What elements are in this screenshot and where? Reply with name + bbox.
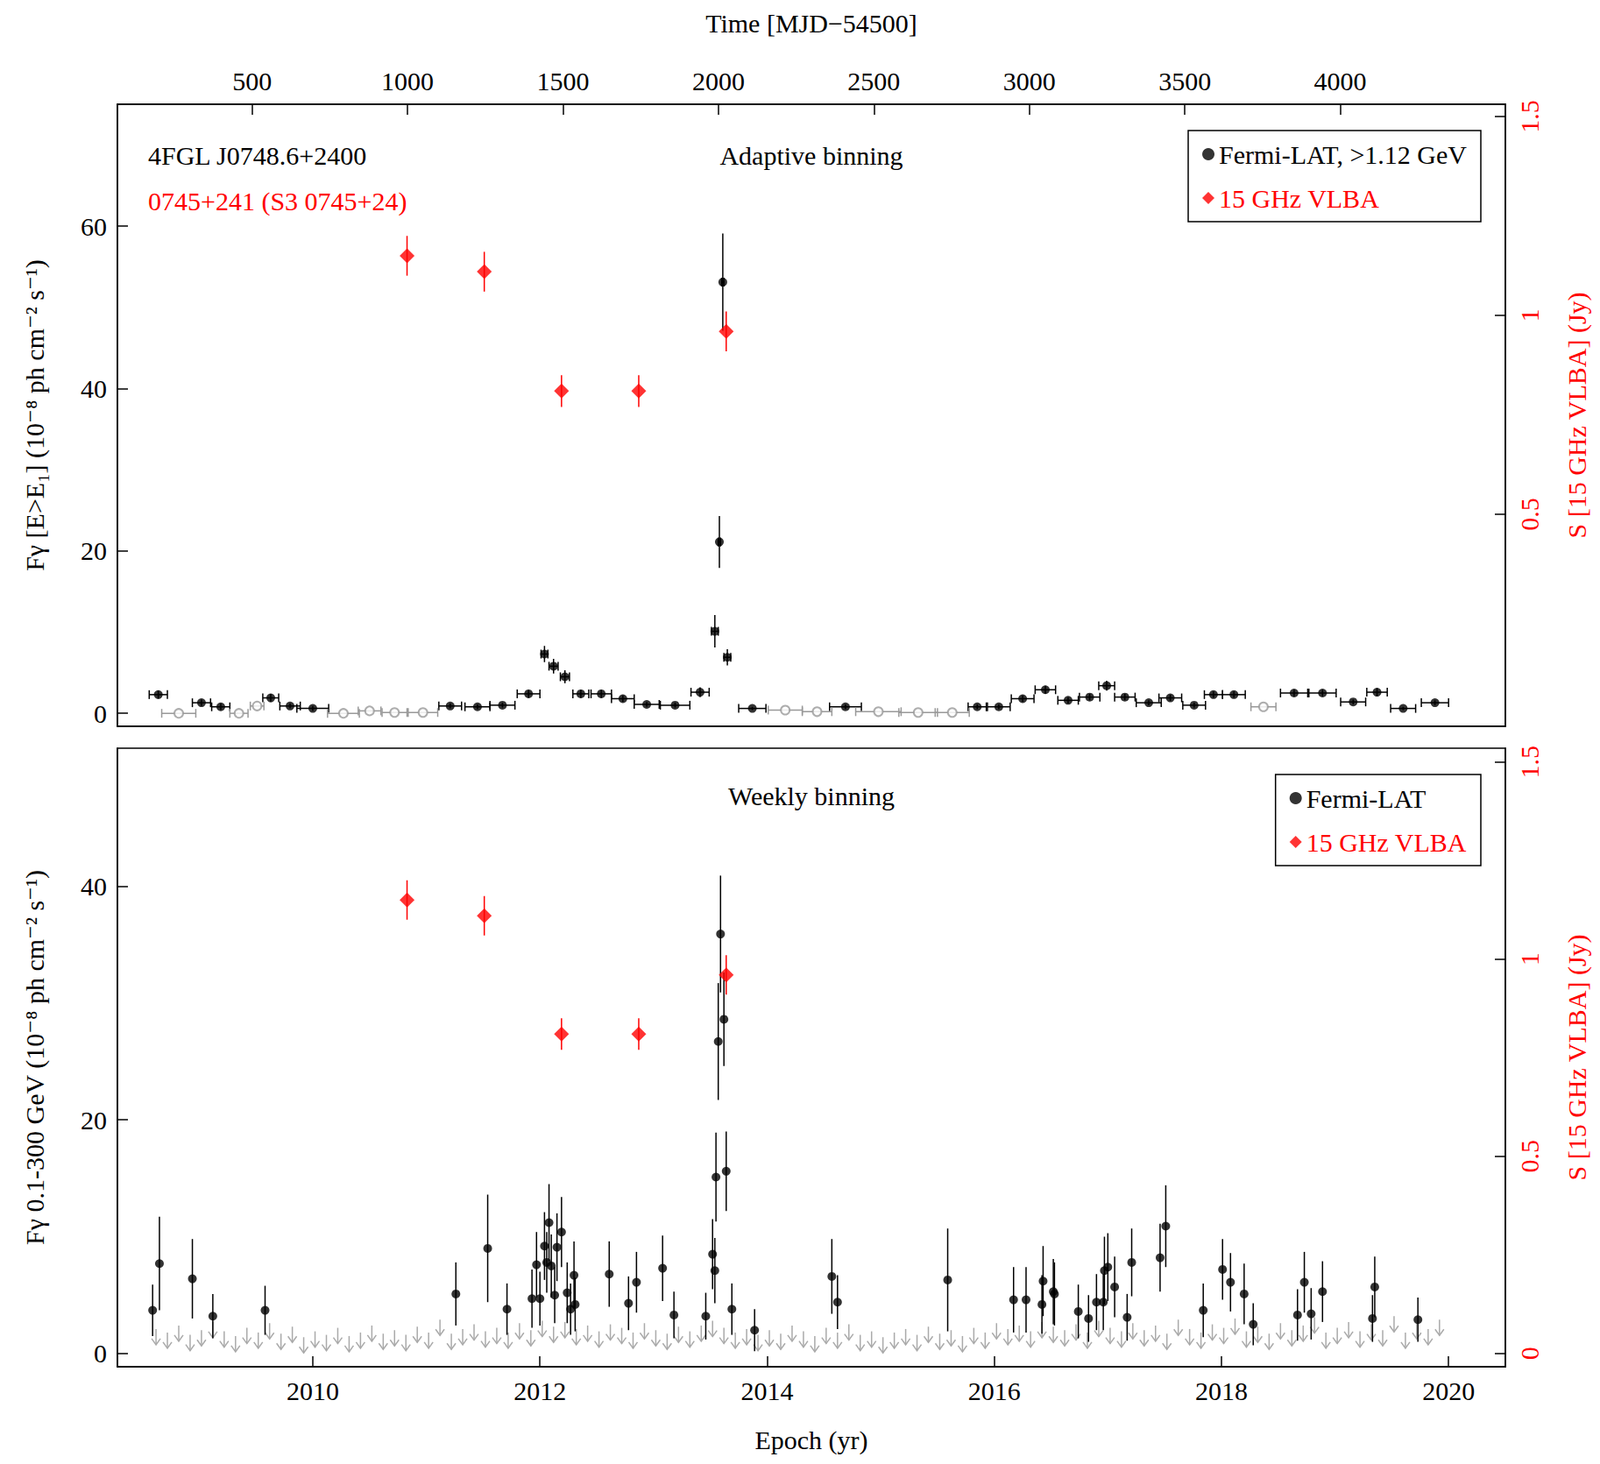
svg-text:2014: 2014 bbox=[740, 1376, 793, 1406]
svg-text:0: 0 bbox=[1515, 1346, 1544, 1360]
svg-text:Adaptive binning: Adaptive binning bbox=[719, 141, 903, 170]
svg-text:S [15 GHz VLBA] (Jy): S [15 GHz VLBA] (Jy) bbox=[1562, 291, 1593, 539]
svg-text:Epoch (yr): Epoch (yr) bbox=[754, 1425, 868, 1456]
svg-text:3000: 3000 bbox=[1003, 66, 1056, 96]
svg-text:2016: 2016 bbox=[968, 1376, 1021, 1406]
svg-text:60: 60 bbox=[80, 212, 107, 241]
svg-text:1: 1 bbox=[1515, 952, 1544, 966]
svg-text:Fγ [E>E₁] (10⁻⁸ ph cm⁻² s⁻¹): Fγ [E>E₁] (10⁻⁸ ph cm⁻² s⁻¹) bbox=[20, 259, 50, 572]
svg-text:15 GHz VLBA: 15 GHz VLBA bbox=[1218, 184, 1380, 213]
svg-text:Weekly binning: Weekly binning bbox=[728, 781, 895, 811]
svg-text:0745+241 (S3 0745+24): 0745+241 (S3 0745+24) bbox=[148, 186, 408, 217]
svg-text:2500: 2500 bbox=[847, 66, 900, 96]
svg-text:S [15 GHz VLBA] (Jy): S [15 GHz VLBA] (Jy) bbox=[1562, 934, 1593, 1181]
svg-text:1: 1 bbox=[1515, 309, 1544, 323]
svg-text:Fγ 0.1-300 GeV (10⁻⁸ ph cm⁻² s: Fγ 0.1-300 GeV (10⁻⁸ ph cm⁻² s⁻¹) bbox=[20, 870, 50, 1246]
svg-text:0: 0 bbox=[93, 699, 107, 729]
svg-text:0.5: 0.5 bbox=[1515, 1139, 1544, 1174]
svg-text:20: 20 bbox=[80, 1105, 107, 1135]
svg-text:1500: 1500 bbox=[536, 66, 589, 96]
svg-text:2012: 2012 bbox=[513, 1376, 567, 1406]
svg-text:4FGL J0748.6+2400: 4FGL J0748.6+2400 bbox=[148, 141, 367, 170]
svg-text:3500: 3500 bbox=[1158, 66, 1211, 96]
svg-text:2020: 2020 bbox=[1422, 1376, 1475, 1406]
svg-text:40: 40 bbox=[80, 374, 107, 404]
svg-text:Fermi-LAT: Fermi-LAT bbox=[1306, 784, 1427, 814]
svg-text:0.5: 0.5 bbox=[1515, 497, 1544, 531]
svg-text:1000: 1000 bbox=[381, 66, 434, 96]
svg-text:Time [MJD−54500]: Time [MJD−54500] bbox=[705, 8, 918, 38]
svg-text:2000: 2000 bbox=[692, 66, 745, 96]
svg-text:1.5: 1.5 bbox=[1515, 99, 1544, 134]
svg-text:2018: 2018 bbox=[1195, 1376, 1248, 1406]
svg-text:1.5: 1.5 bbox=[1515, 745, 1544, 779]
svg-text:0: 0 bbox=[93, 1338, 107, 1368]
svg-text:40: 40 bbox=[80, 871, 107, 901]
svg-text:15 GHz VLBA: 15 GHz VLBA bbox=[1306, 828, 1467, 857]
svg-text:Fermi-LAT, >1.12 GeV: Fermi-LAT, >1.12 GeV bbox=[1218, 140, 1467, 170]
svg-text:2010: 2010 bbox=[286, 1376, 340, 1406]
svg-text:4000: 4000 bbox=[1314, 66, 1367, 96]
svg-text:500: 500 bbox=[232, 66, 272, 96]
svg-text:20: 20 bbox=[80, 536, 107, 566]
